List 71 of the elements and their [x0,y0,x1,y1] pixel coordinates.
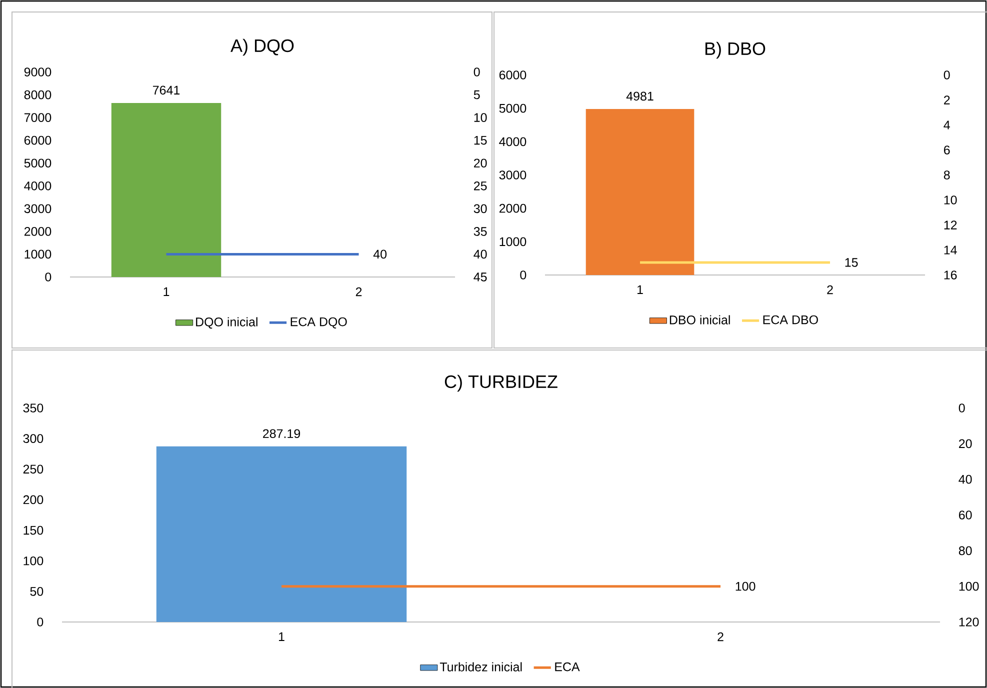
y2-tick-label: 10 [944,196,957,204]
legend-label: DQO inicial [196,317,258,329]
y-tick-label: 8000 [24,90,52,100]
y-tick-label: 3000 [499,170,526,180]
data-label: 4981 [626,92,654,101]
y-tick-label: 200 [23,495,44,504]
y2-tick-label: 10 [474,113,487,122]
y-tick-label: 0 [520,270,526,280]
y2-tick-label: 6 [944,146,950,154]
y2-tick-label: 8 [944,170,950,180]
y2-tick-label: 100 [959,582,979,591]
legend-label: ECA DQO [290,317,347,328]
y2-tick-label: 45 [474,272,487,282]
y2-tick-label: 15 [474,136,487,145]
y2-tick-label: 25 [474,181,487,190]
y2-tick-label: 2 [944,96,950,104]
y-tick-label: 100 [24,556,44,566]
y2-tick-label: 40 [474,250,487,259]
x-tick-label: 2 [356,287,362,296]
y-tick-label: 7000 [24,113,52,122]
y-tick-label: 250 [23,464,44,474]
y2-tick-label: 12 [944,220,957,230]
y2-tick-label: 16 [944,270,957,280]
data-label: 15 [845,258,858,267]
y2-tick-label: 20 [959,439,972,448]
chart-title: A) DQO [230,38,294,56]
x-tick-label: 2 [827,285,833,294]
x-tick-label: 1 [278,632,284,641]
y-tick-label: 150 [24,526,44,535]
y-tick-label: 50 [30,587,44,596]
y-tick-label: 4000 [24,181,52,190]
y-tick-label: 5000 [499,104,526,113]
y-tick-label: 350 [23,404,44,412]
legend-label: DBO inicial [670,315,730,324]
y2-tick-label: 0 [474,68,480,76]
data-label: 7641 [152,86,180,95]
y-tick-label: 3000 [24,204,52,214]
y2-tick-label: 5 [474,90,480,100]
y-tick-label: 1000 [24,250,52,259]
y-tick-label: 4000 [499,137,526,146]
y2-tick-label: 14 [944,246,957,254]
y-tick-label: 9000 [24,68,52,76]
chart-title: C) TURBIDEZ [444,374,558,392]
y-tick-label: 6000 [499,70,526,80]
legend-label: ECA [555,662,580,672]
y2-tick-label: 40 [958,474,972,484]
legend-label: Turbidez inicial [440,662,522,672]
legend-label: ECA DBO [763,315,818,324]
y-tick-label: 0 [45,272,52,282]
data-label: 287.19 [263,429,300,438]
y2-tick-label: 20 [474,158,487,168]
y-tick-label: 300 [23,434,44,443]
y2-tick-label: 30 [474,204,487,214]
y-tick-label: 2000 [499,204,526,213]
y2-tick-label: 80 [958,546,972,556]
y-tick-label: 2000 [24,227,52,236]
y-tick-label: 1000 [500,237,526,246]
y-tick-label: 5000 [24,158,52,168]
y2-tick-label: 0 [944,70,950,80]
y-tick-label: 0 [37,618,44,626]
y2-tick-label: 4 [944,120,950,130]
y-tick-label: 6000 [24,136,52,145]
y2-tick-label: 35 [474,227,487,236]
chart-title: B) DBO [705,42,766,59]
y2-tick-label: 0 [958,404,965,412]
y2-tick-label: 60 [959,510,972,520]
x-tick-label: 1 [164,287,170,296]
y2-tick-label: 120 [959,618,979,626]
data-label: 100 [736,582,756,591]
data-label: 40 [373,250,387,259]
x-tick-label: 1 [637,285,643,294]
